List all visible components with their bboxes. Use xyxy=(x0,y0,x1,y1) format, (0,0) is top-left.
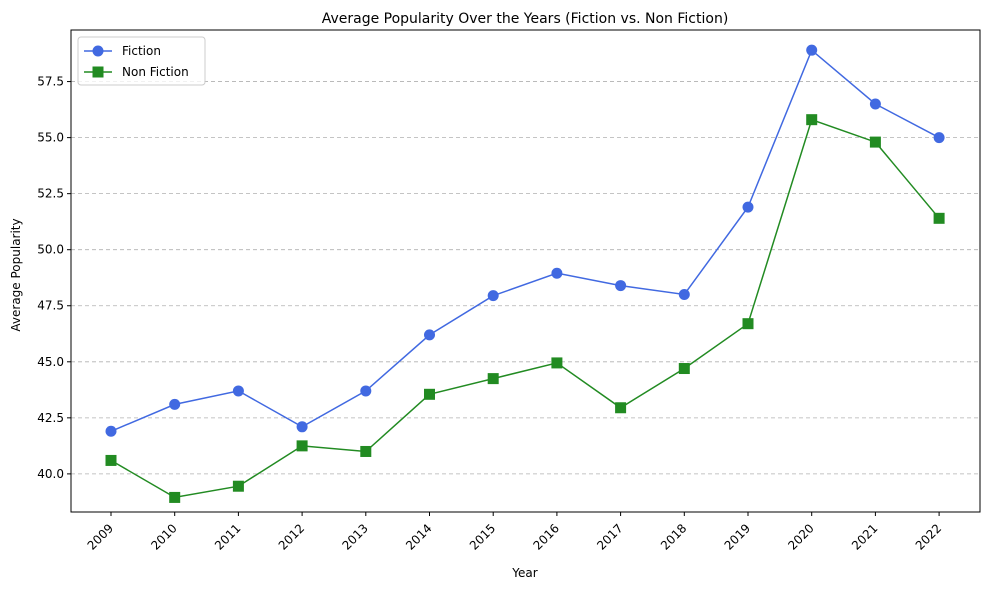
series-fiction xyxy=(105,44,945,437)
data-point xyxy=(806,44,818,56)
y-tick-label: 55.0 xyxy=(37,131,64,145)
legend: Fiction Non Fiction xyxy=(77,36,206,86)
y-tick-label: 47.5 xyxy=(37,299,64,313)
chart-title: Average Popularity Over the Years (Ficti… xyxy=(322,11,729,27)
data-point xyxy=(551,357,563,369)
data-point xyxy=(487,373,499,385)
data-point xyxy=(678,289,690,301)
data-point xyxy=(678,363,690,375)
data-point xyxy=(806,114,818,126)
legend-fiction-label: Fiction xyxy=(122,44,161,58)
data-point xyxy=(360,445,372,457)
data-point xyxy=(360,385,372,397)
data-point xyxy=(296,421,308,433)
legend-frame xyxy=(77,36,206,86)
data-point xyxy=(869,98,881,110)
legend-nonfiction-marker xyxy=(92,66,104,78)
data-point xyxy=(296,440,308,452)
data-point xyxy=(742,201,754,213)
legend-fiction-marker xyxy=(92,45,104,57)
data-point xyxy=(169,398,181,410)
y-tick-label: 52.5 xyxy=(37,187,64,201)
y-tick-label: 57.5 xyxy=(37,75,64,89)
y-axis-label: Average Popularity xyxy=(9,218,23,331)
data-point xyxy=(424,388,435,400)
y-tick-label: 42.5 xyxy=(37,411,64,425)
data-point xyxy=(933,132,945,144)
y-tick-label: 50.0 xyxy=(37,243,64,257)
data-point xyxy=(232,480,244,492)
series-line xyxy=(110,48,940,432)
data-point xyxy=(933,212,945,224)
grid-lines xyxy=(71,81,980,475)
data-point xyxy=(487,290,499,302)
data-point xyxy=(615,402,627,414)
data-point xyxy=(615,280,627,292)
series-lines xyxy=(105,44,945,503)
series-line xyxy=(110,118,940,499)
data-point xyxy=(742,318,754,330)
y-tick-label: 45.0 xyxy=(37,355,64,369)
plot-area-frame xyxy=(70,29,981,513)
y-tick-label: 40.0 xyxy=(37,467,64,481)
data-point xyxy=(232,385,244,397)
data-point xyxy=(105,425,117,437)
x-axis-label: Year xyxy=(511,566,537,580)
y-axis-ticks: 40.0 42.5 45.0 47.5 50.0 52.5 55.0 57.5 xyxy=(37,75,71,481)
legend-nonfiction-label: Non Fiction xyxy=(122,65,189,79)
data-point xyxy=(424,329,435,341)
data-point xyxy=(105,454,117,466)
data-point xyxy=(551,267,563,279)
series-non-fiction xyxy=(105,114,945,503)
data-point xyxy=(169,491,181,503)
data-point xyxy=(869,136,881,148)
